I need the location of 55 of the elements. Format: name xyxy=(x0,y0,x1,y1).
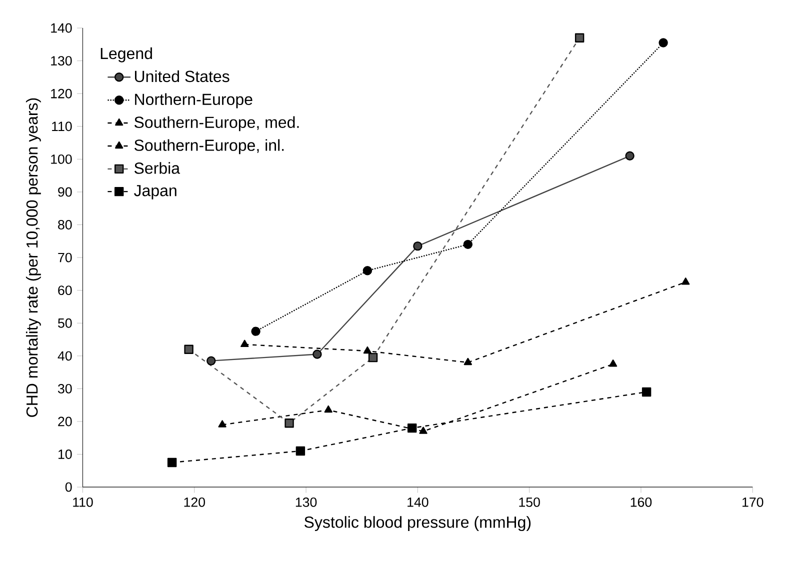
y-tick-label: 30 xyxy=(58,384,72,394)
x-tick-label: 160 xyxy=(630,497,652,507)
legend-label: Serbia xyxy=(134,162,180,174)
point xyxy=(284,418,294,428)
y-tick-label: 130 xyxy=(51,56,72,66)
y-tick-label: 70 xyxy=(58,252,72,262)
point xyxy=(413,241,422,250)
y-tick-label: 0 xyxy=(65,482,72,492)
legend-title: Legend xyxy=(100,47,152,62)
y-tick-label: 80 xyxy=(58,220,72,230)
point xyxy=(167,458,177,467)
x-tick-label: 140 xyxy=(408,497,428,507)
legend-label: Northern-Europe xyxy=(135,93,252,108)
point xyxy=(206,356,216,366)
legend-label: Southern-Europe, inl. xyxy=(134,138,284,154)
y-tick-label: 110 xyxy=(52,121,72,131)
x-tick-label: 150 xyxy=(519,497,540,507)
legend-label: Southern-Europe, med. xyxy=(134,116,299,131)
y-tick-label: 120 xyxy=(51,88,72,98)
y-tick-label: 10 xyxy=(58,449,72,459)
point xyxy=(363,346,372,354)
point xyxy=(362,266,372,276)
point xyxy=(658,38,668,48)
point xyxy=(642,387,652,396)
x-tick-label: 130 xyxy=(296,497,317,507)
point xyxy=(218,420,226,428)
point xyxy=(574,33,584,42)
y-tick-label: 60 xyxy=(58,285,72,295)
x-tick-label: 110 xyxy=(73,497,93,507)
point xyxy=(419,426,428,434)
legend-label: United States xyxy=(134,70,230,82)
y-tick-label: 90 xyxy=(58,187,72,196)
point xyxy=(682,277,690,285)
point xyxy=(464,358,472,365)
point xyxy=(625,151,634,160)
y-tick-label: 20 xyxy=(58,416,72,426)
y-tick-label: 140 xyxy=(51,23,72,33)
point xyxy=(240,340,249,347)
point xyxy=(368,352,378,362)
point xyxy=(251,326,260,336)
legend-label: Japan xyxy=(134,184,176,200)
x-axis-title: Systolic blood pressure (mmHg) xyxy=(304,516,531,531)
point xyxy=(608,359,618,366)
point xyxy=(463,240,473,249)
x-tick-label: 120 xyxy=(184,497,205,507)
x-tick-label: 170 xyxy=(742,497,764,507)
point xyxy=(312,349,322,359)
y-tick-label: 50 xyxy=(58,318,72,328)
point xyxy=(324,405,332,412)
y-tick-label: 100 xyxy=(51,154,72,164)
point xyxy=(296,446,306,456)
y-tick-label: 40 xyxy=(58,350,72,360)
point xyxy=(407,423,417,432)
y-axis-title: CHD mortality rate (per 10,000 person years) xyxy=(26,98,41,417)
point xyxy=(184,344,194,354)
